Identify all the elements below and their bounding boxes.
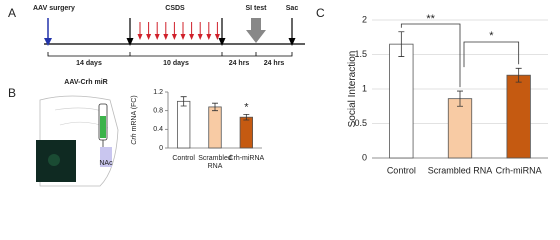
csds-arrow-head (189, 34, 195, 40)
interval-label: 24 hrs (264, 60, 285, 67)
interval-label: 10 days (163, 60, 189, 67)
y-axis-label: Crh mRNA (FC) (131, 95, 138, 144)
timeline: AAV surgery CSDS SI test Sac 14 days 10 … (33, 5, 305, 67)
x-tick-label: Scrambled RNA (198, 155, 232, 170)
arrow-head (218, 38, 226, 46)
event-label: CSDS (165, 5, 185, 12)
x-tick-label: Scrambled RNA (428, 165, 493, 175)
y-axis-label: Social Interaction (347, 51, 358, 128)
y-tick-label: 0.8 (153, 108, 163, 115)
y-tick-label: 0 (159, 145, 163, 152)
significance-bracket (400, 23, 461, 88)
panel-label: B (8, 86, 16, 100)
significance: * (489, 30, 494, 42)
y-tick-label: 1.2 (153, 89, 163, 96)
significance-bracket (463, 41, 520, 68)
region-label: NAc (99, 160, 113, 167)
csds-arrow-head (154, 34, 160, 40)
csds-arrow-head (206, 34, 212, 40)
bar (506, 74, 531, 159)
y-axis-label-gene: Crh (131, 133, 138, 144)
y-tick-label: 0.4 (153, 126, 163, 133)
nac-region (100, 147, 112, 167)
error-bar (180, 96, 187, 107)
bar (389, 43, 414, 159)
y-axis-label-text: mRNA (FC) (131, 95, 138, 131)
arrow-head (126, 38, 134, 46)
interval-label: 14 days (76, 60, 102, 67)
event-label: Sac (286, 5, 299, 12)
schematic-title: AAV-Crh miR (64, 79, 107, 86)
panel-label: C (316, 6, 325, 20)
y-tick-label: 1.5 (354, 49, 367, 59)
csds-arrow-head (214, 34, 220, 40)
bar (447, 98, 473, 159)
error-bar (457, 90, 463, 107)
syringe-fill (100, 116, 106, 138)
error-bar (212, 102, 218, 112)
y-axis-label-text: Social Interaction (347, 51, 358, 128)
error-bar (515, 67, 522, 83)
histology-signal (48, 154, 60, 166)
bar (208, 106, 222, 149)
csds-arrow-head (146, 34, 152, 40)
x-tick-label: Control (172, 155, 195, 162)
y-tick-label: 2 (362, 14, 367, 24)
csds-arrow-head (137, 34, 143, 40)
error-bar (398, 31, 405, 57)
y-tick-label: 0 (362, 152, 367, 162)
x-tick-label: Crh-miRNA (228, 155, 264, 162)
bar (176, 100, 191, 149)
y-tick-label: 0.5 (354, 118, 367, 128)
panel-label: A (8, 6, 16, 20)
interval-bracket (47, 52, 293, 57)
event-label: AAV surgery (33, 5, 75, 12)
si-arrow (246, 18, 266, 43)
figure: A B C AAV surgery CSDS SI test Sac 14 da… (8, 5, 548, 187)
arrow-head (288, 38, 296, 46)
csds-arrow-head (163, 34, 169, 40)
x-tick-label: Control (387, 165, 416, 175)
significance: * (244, 101, 249, 113)
event-label: SI test (245, 5, 267, 12)
bar (239, 116, 253, 149)
schematic: AAV-Crh miR NAc (36, 79, 119, 187)
arrow-head (44, 38, 52, 46)
csds-arrow-head (171, 34, 177, 40)
x-tick-label: Crh-miRNA (496, 165, 542, 175)
csds-arrow-head (197, 34, 203, 40)
error-bar (243, 114, 250, 121)
csds-arrow-head (180, 34, 186, 40)
interval-label: 24 hrs (229, 60, 250, 67)
significance: ** (426, 13, 435, 25)
y-tick-label: 1 (362, 83, 367, 93)
